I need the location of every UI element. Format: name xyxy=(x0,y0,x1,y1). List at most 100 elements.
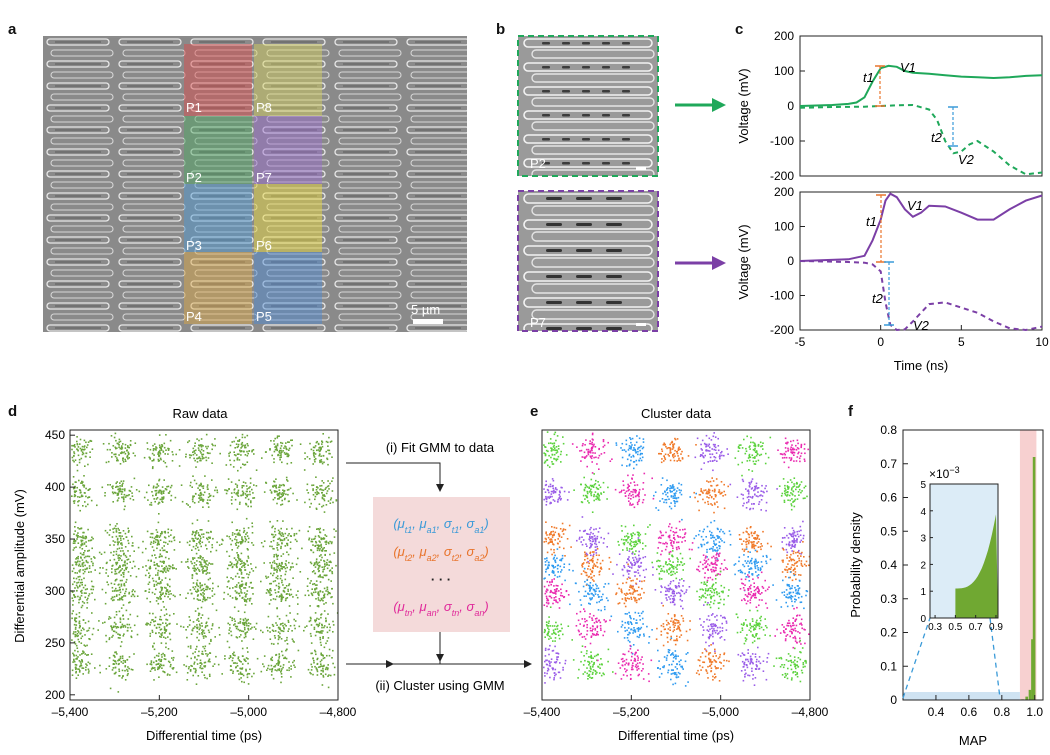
data-point xyxy=(662,443,665,446)
data-point xyxy=(679,491,681,494)
data-point xyxy=(211,603,214,605)
data-point xyxy=(76,561,79,563)
data-point xyxy=(742,494,744,496)
data-point xyxy=(235,536,237,538)
data-point xyxy=(669,452,671,454)
data-point xyxy=(560,461,562,463)
data-point xyxy=(201,558,203,561)
data-point xyxy=(108,657,111,659)
data-point xyxy=(285,537,288,539)
data-point xyxy=(161,547,164,549)
data-point xyxy=(159,447,162,449)
data-point xyxy=(169,490,171,493)
data-point xyxy=(795,539,797,542)
data-point xyxy=(242,539,244,542)
data-point xyxy=(551,478,554,480)
data-point xyxy=(580,449,583,452)
data-point xyxy=(588,442,591,445)
data-point xyxy=(320,447,322,449)
data-point xyxy=(792,447,794,450)
data-point xyxy=(246,647,248,649)
data-point xyxy=(236,533,239,535)
data-point xyxy=(242,618,245,621)
data-point xyxy=(669,550,672,553)
data-point xyxy=(249,668,251,671)
data-point xyxy=(622,549,624,551)
data-point xyxy=(156,531,159,533)
data-point xyxy=(320,663,322,665)
data-point xyxy=(119,537,122,539)
data-point xyxy=(281,630,283,632)
data-point xyxy=(234,585,237,588)
data-point xyxy=(205,573,208,575)
data-point xyxy=(591,432,594,435)
data-point xyxy=(274,591,277,594)
data-point xyxy=(627,541,629,544)
data-point xyxy=(213,593,216,596)
data-point xyxy=(198,569,200,571)
data-point xyxy=(322,529,325,531)
data-point xyxy=(267,590,269,592)
data-point xyxy=(192,496,194,499)
data-point xyxy=(803,448,806,450)
data-point xyxy=(794,544,796,547)
data-point xyxy=(124,443,127,446)
data-point xyxy=(307,492,310,494)
data-point xyxy=(126,456,128,458)
data-point xyxy=(241,560,243,562)
data-point xyxy=(237,495,240,497)
data-point xyxy=(790,440,792,443)
data-point xyxy=(310,448,313,451)
data-point xyxy=(689,496,691,498)
data-point xyxy=(239,622,241,624)
data-point xyxy=(185,561,187,563)
data-point xyxy=(321,599,323,601)
data-point xyxy=(118,541,120,543)
data-point xyxy=(191,522,194,525)
data-point xyxy=(672,456,675,459)
data-point xyxy=(130,668,133,671)
data-point xyxy=(279,458,281,461)
data-point xyxy=(802,537,805,540)
data-point xyxy=(193,661,196,664)
data-point xyxy=(110,598,113,600)
data-point xyxy=(236,529,239,531)
data-point xyxy=(239,587,241,590)
data-point xyxy=(74,633,76,636)
data-point xyxy=(112,667,115,669)
data-point xyxy=(614,488,617,491)
data-point xyxy=(251,522,253,524)
data-point xyxy=(162,492,165,494)
data-point xyxy=(598,468,600,470)
data-point xyxy=(158,576,160,579)
data-point xyxy=(284,640,286,642)
data-point xyxy=(796,533,799,536)
data-point xyxy=(712,550,714,552)
data-point xyxy=(80,482,82,484)
data-point xyxy=(155,557,157,559)
data-point xyxy=(330,580,332,582)
data-point xyxy=(665,541,667,544)
data-point xyxy=(284,578,287,581)
data-point xyxy=(192,582,195,584)
data-point xyxy=(73,547,76,549)
data-point xyxy=(242,655,244,657)
data-point xyxy=(597,531,600,533)
data-point xyxy=(201,629,203,631)
data-point xyxy=(679,459,682,462)
data-point xyxy=(703,543,706,546)
x-tick-label: 5 xyxy=(958,335,965,349)
data-point xyxy=(316,623,319,626)
data-point xyxy=(737,446,740,449)
data-point xyxy=(672,497,675,499)
data-point xyxy=(332,477,334,479)
data-point xyxy=(238,459,241,461)
data-point xyxy=(719,455,721,458)
data-point xyxy=(201,529,203,531)
data-point xyxy=(191,562,193,565)
data-point xyxy=(122,573,125,576)
data-point xyxy=(120,607,123,609)
data-point xyxy=(85,561,88,563)
data-point xyxy=(673,500,675,502)
data-point xyxy=(234,625,237,628)
